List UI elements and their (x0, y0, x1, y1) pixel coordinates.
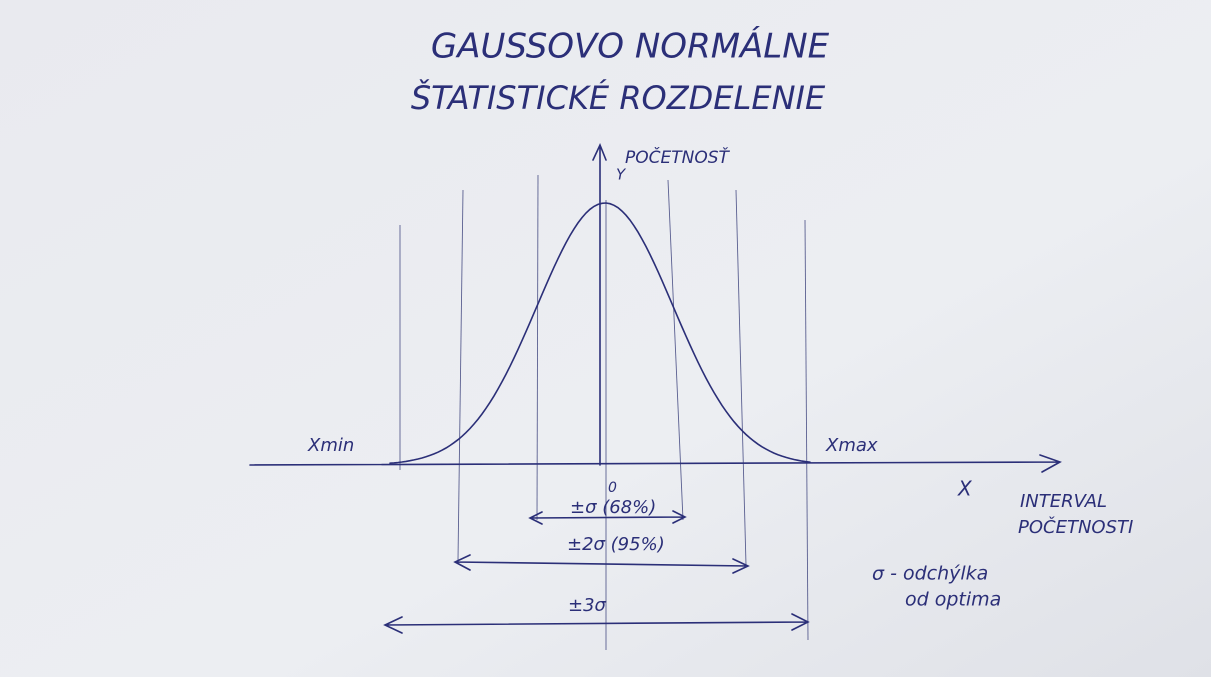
interval-arrow (528, 510, 687, 525)
x-label: POČETNOSTI (1018, 516, 1133, 538)
legend-line: σ - odchýlka (872, 563, 988, 585)
line (804, 219, 809, 641)
line (457, 189, 464, 561)
x-min: Xmin (307, 435, 354, 456)
x-label: INTERVAL (1020, 491, 1107, 512)
title-line: GAUSSOVO NORMÁLNE (431, 26, 830, 67)
center-label: 0 (608, 480, 617, 496)
line (735, 189, 747, 566)
x-symbol: X (957, 477, 973, 501)
gaussian-curve (389, 202, 811, 464)
title-line: ŠTATISTICKÉ ROZDELENIE (411, 78, 826, 117)
interval-label: ±σ (68%) (570, 497, 656, 518)
interval-arrow (453, 554, 750, 574)
interval-label: ±3σ (568, 595, 607, 616)
legend-line: od optima (905, 589, 1001, 611)
line (536, 174, 539, 521)
interval-arrow (383, 613, 810, 634)
interval-label: ±2σ (95%) (567, 534, 665, 555)
x-max: Xmax (825, 435, 878, 456)
y-symbol: Y (616, 166, 627, 184)
sigma-lines (399, 174, 809, 650)
y-label: POČETNOSŤ (625, 146, 731, 168)
y-axis (592, 142, 607, 466)
x-axis (249, 454, 1062, 473)
